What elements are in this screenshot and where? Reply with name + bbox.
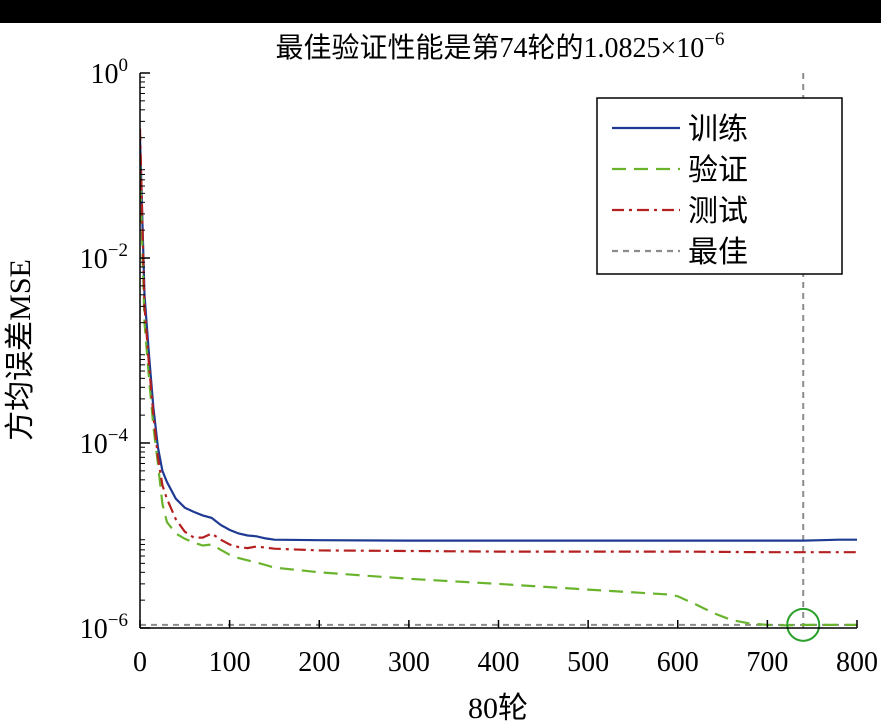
x-tick-label-0: 0 <box>133 647 147 678</box>
x-tick-label-2: 200 <box>298 647 340 678</box>
series-layer <box>140 128 857 627</box>
x-tick-label-3: 300 <box>388 647 430 678</box>
legend-label-3: 最佳 <box>688 236 748 269</box>
x-tick-label-6: 600 <box>657 647 699 678</box>
best-point-marker <box>786 607 821 642</box>
y-tick-label-3: 10−6 <box>80 610 128 645</box>
chart-title: 最佳验证性能是第74轮的1.0825×10−6 <box>275 29 724 64</box>
legend-label-2: 测试 <box>688 195 748 228</box>
y-tick-label-0: 100 <box>91 55 129 90</box>
series-line-0 <box>140 137 857 542</box>
x-tick-label-1: 100 <box>209 647 251 678</box>
y-tick-label-2: 10−4 <box>80 425 129 460</box>
top-bar <box>0 0 881 23</box>
series-line-2 <box>140 128 857 554</box>
x-tick-label-4: 400 <box>478 647 520 678</box>
y-axis-label: 方均误差MSE <box>4 259 37 441</box>
x-tick-label-5: 500 <box>567 647 609 678</box>
best-marker-layer <box>786 607 821 642</box>
y-tick-label-1: 10−2 <box>80 240 128 275</box>
legend-label-1: 验证 <box>688 154 748 187</box>
x-tick-label-8: 800 <box>836 647 878 678</box>
series-line-1 <box>140 165 857 627</box>
x-tick-label-7: 700 <box>746 647 788 678</box>
legend-label-0: 训练 <box>688 113 748 146</box>
x-axis-label: 80轮 <box>468 692 528 725</box>
